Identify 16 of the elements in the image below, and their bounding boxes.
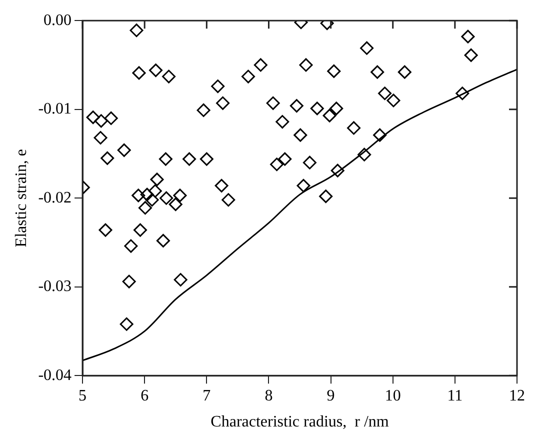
x-tick-label: 8 [264,387,273,404]
x-tick-label: 6 [140,387,149,404]
y-tick-label: -0.02 [38,189,72,206]
x-tick-label: 11 [447,387,463,404]
x-tick-label: 9 [326,387,335,404]
y-axis-title: Elastic strain, e [12,149,30,248]
x-tick-label: 12 [509,387,525,404]
line-series [82,68,517,362]
x-tick-label: 7 [202,387,211,404]
y-tick-label: -0.03 [38,278,72,296]
y-tick-label: -0.04 [38,366,72,384]
x-axis-title: Characteristic radius, r /nm [210,414,390,431]
y-tick-label: 0.00 [44,12,72,29]
x-tick-label: 5 [78,387,87,404]
y-tick-label: -0.01 [38,100,72,118]
x-tick-label: 10 [384,387,401,404]
